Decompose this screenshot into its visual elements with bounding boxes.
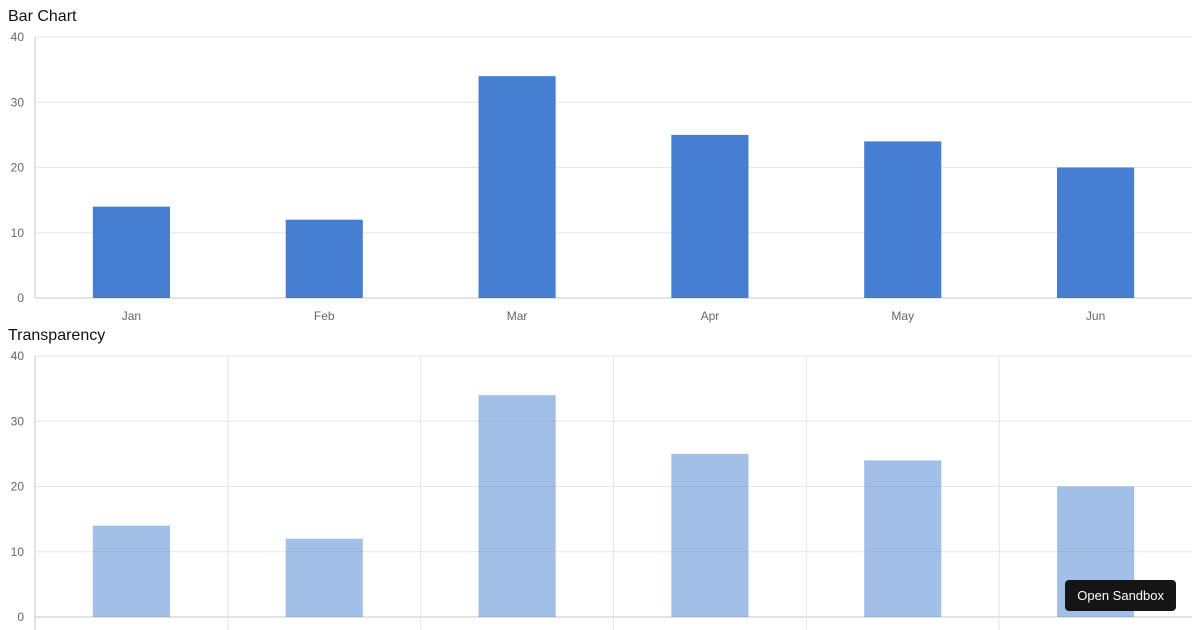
y-tick-label: 30 [11, 414, 25, 428]
chart-title-transparency: Transparency [8, 327, 106, 344]
bar-jan[interactable] [92, 206, 170, 298]
transparency-bar-chart: 0 10 20 30 40 [11, 349, 1192, 630]
x-tick-label: May [891, 309, 914, 323]
y-tick-label: 0 [17, 610, 24, 624]
x-tick-label: Feb [314, 309, 335, 323]
y-tick-label: 20 [11, 161, 25, 175]
bar-apr[interactable] [671, 134, 749, 298]
bar-apr[interactable] [671, 453, 749, 617]
bar-mar[interactable] [478, 395, 556, 617]
bar-chart: 0 10 20 30 40 Jan Feb Mar Apr May Jun [11, 30, 1192, 323]
bar-jun[interactable] [1057, 167, 1135, 299]
x-tick-label: Mar [507, 309, 528, 323]
y-tick-label: 40 [11, 349, 25, 363]
open-sandbox-button[interactable]: Open Sandbox [1065, 580, 1176, 611]
bar-may[interactable] [864, 460, 942, 617]
y-tick-label: 20 [11, 480, 25, 494]
x-tick-label: Apr [701, 309, 720, 323]
y-tick-label: 0 [17, 291, 24, 305]
bar-jan[interactable] [92, 525, 170, 617]
x-tick-label: Jan [122, 309, 141, 323]
y-tick-label: 40 [11, 30, 25, 44]
chart-title-bar-chart: Bar Chart [8, 8, 77, 25]
y-tick-label: 10 [11, 226, 25, 240]
bar-may[interactable] [864, 141, 942, 298]
y-tick-label: 10 [11, 545, 25, 559]
bar-feb[interactable] [285, 219, 363, 298]
bar-feb[interactable] [285, 538, 363, 617]
x-tick-label: Jun [1086, 309, 1105, 323]
bar-mar[interactable] [478, 76, 556, 299]
y-tick-label: 30 [11, 95, 25, 109]
